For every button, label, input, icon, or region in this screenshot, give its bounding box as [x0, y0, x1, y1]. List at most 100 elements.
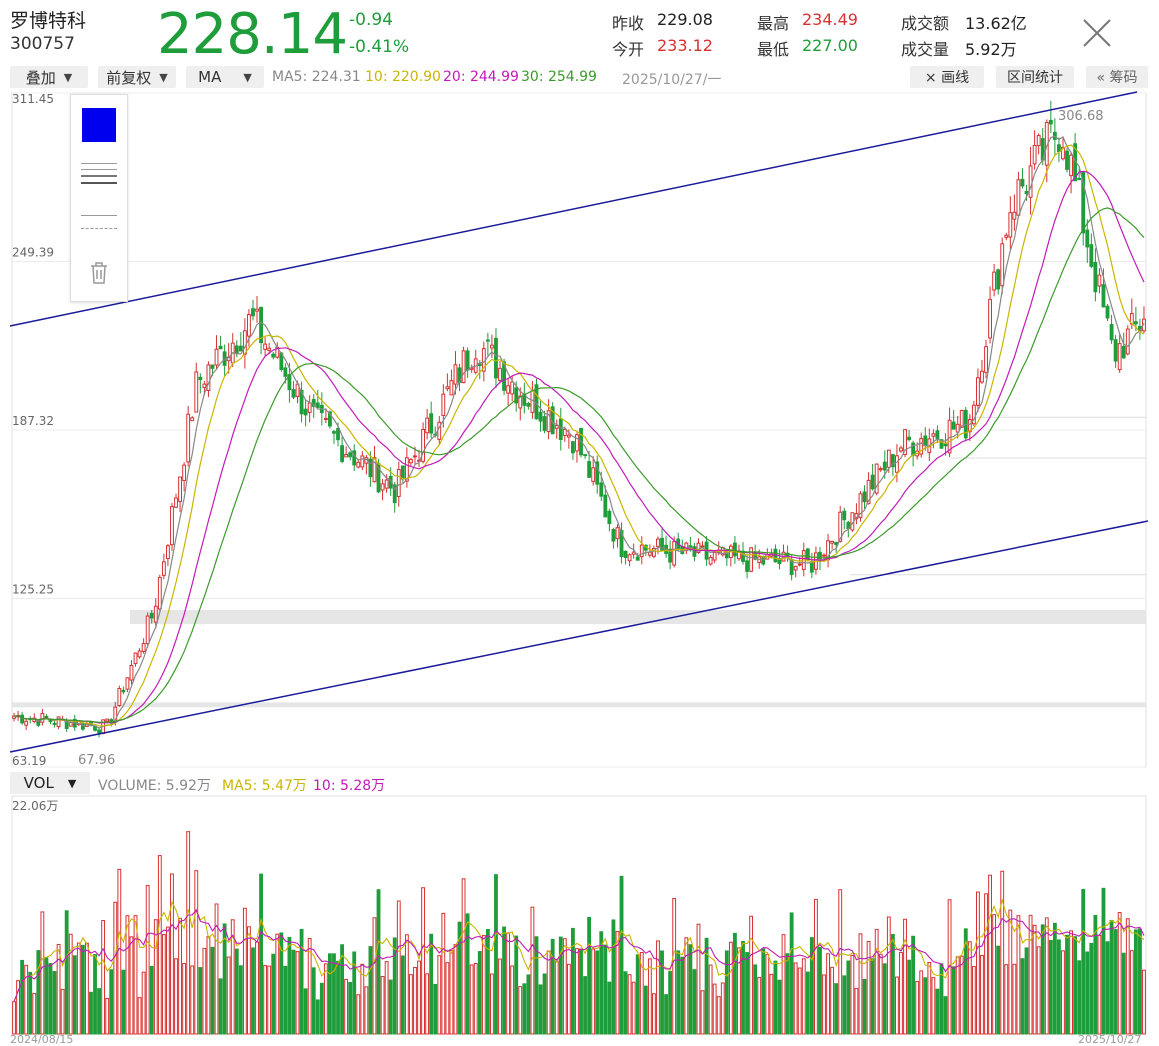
volume-bar [1142, 969, 1146, 1035]
ma5-legend: MA5: 224.31 [272, 69, 361, 85]
chips-button[interactable]: « 筹码 [1086, 66, 1148, 88]
volume-bar [895, 976, 899, 1035]
trendlines [9, 91, 1149, 753]
y-tick-label: 63.19 [12, 754, 46, 768]
y-tick-label: 311.45 [12, 92, 54, 106]
volume-bar [643, 985, 648, 1035]
volume-bar [724, 950, 729, 1035]
draw-line-button[interactable]: × 画线 [910, 66, 984, 88]
candle-body [429, 413, 434, 434]
candle-body [696, 542, 701, 553]
candle-body [133, 652, 138, 665]
volume-bar [72, 955, 77, 1035]
candle-body [1028, 165, 1033, 198]
volume-bar [647, 958, 652, 1035]
volume-bar [907, 959, 911, 1035]
volume-bar [234, 948, 239, 1035]
volume-bar [899, 951, 903, 1035]
candle-body [1061, 146, 1065, 160]
volume-bar [631, 981, 636, 1035]
volume-bar [364, 986, 369, 1035]
candle-body [899, 447, 903, 452]
indicator-dropdown[interactable]: MA ▼ [186, 66, 264, 88]
line-width-icon[interactable] [81, 163, 117, 184]
volume-indicator-dropdown[interactable]: VOL ▼ [10, 772, 90, 794]
candle-body [307, 402, 312, 413]
volume-bar [1105, 941, 1110, 1035]
volume-bar [89, 991, 93, 1035]
volume-bar [733, 932, 737, 1035]
volume-bar [145, 885, 150, 1035]
stock-name: 罗博特科 [10, 10, 87, 32]
adjust-dropdown[interactable]: 前复权 ▼ [98, 66, 176, 88]
volume-bar [514, 935, 519, 1035]
volume-bar [801, 958, 806, 1035]
candle-body [125, 677, 130, 690]
volume-bar [52, 971, 57, 1035]
caret-down-icon: ▼ [63, 70, 73, 84]
volume-bar [1024, 947, 1029, 1035]
volume-bar [696, 923, 701, 1035]
candle-body [40, 712, 45, 723]
candle-body [259, 306, 263, 343]
volume-bar [1065, 934, 1069, 1035]
volume-bar [1052, 922, 1057, 1035]
candle-body [340, 445, 344, 462]
candle-body [234, 345, 239, 355]
color-swatch[interactable] [82, 108, 116, 142]
interval-stats-button[interactable]: 区间统计 [996, 66, 1074, 88]
volume-bar [716, 996, 721, 1035]
volume-bar [307, 938, 312, 1035]
candle-body [797, 563, 802, 566]
volume-bar [870, 958, 875, 1035]
volume-bar [988, 874, 992, 1035]
volume-ma5-line [13, 898, 1145, 1002]
candle-body [80, 723, 85, 730]
support-band [12, 702, 1146, 708]
volume-bar [97, 988, 101, 1035]
candle-body [712, 552, 717, 561]
volume-ma5-legend: MA5: 5.47万 [222, 778, 307, 794]
volume-bar [437, 955, 442, 1035]
candle-body [1032, 144, 1037, 165]
line-style-icon[interactable] [81, 215, 117, 229]
trash-icon[interactable] [88, 261, 110, 289]
candle-body [919, 438, 924, 455]
volume-bar [323, 963, 328, 1035]
candle-body [1008, 212, 1013, 238]
candle-body [510, 381, 515, 395]
candle-body [494, 337, 498, 379]
volume-bar [915, 980, 920, 1035]
volume-bar [911, 935, 916, 1035]
candle-body [368, 458, 373, 478]
candle-body [992, 271, 997, 291]
volume-bar [477, 951, 482, 1035]
candle-body [421, 428, 425, 462]
candle-body [291, 389, 296, 398]
candle-body [129, 664, 134, 681]
volume-bar [789, 912, 794, 1035]
volume-bar [210, 946, 215, 1035]
volume-bar [153, 919, 158, 1035]
candle-body [380, 483, 385, 491]
grid [11, 92, 1147, 1035]
candle-body [336, 428, 340, 441]
high-label: 最高 [757, 14, 790, 33]
candle-body [733, 542, 737, 557]
volume-bar [931, 977, 936, 1035]
volume-bar [238, 965, 243, 1035]
volume-bar [1113, 929, 1118, 1035]
candle-body [656, 538, 660, 547]
ma10-line [13, 144, 1145, 727]
close-icon[interactable] [1080, 16, 1114, 50]
volume-bar [149, 965, 154, 1035]
overlay-dropdown[interactable]: 叠加 ▼ [10, 66, 88, 88]
candle-body [97, 729, 101, 734]
candle-body [214, 348, 219, 366]
volume-bar [749, 915, 754, 1035]
candle-body [830, 540, 835, 544]
volume-bar [80, 944, 85, 1035]
stock-code: 300757 [10, 34, 75, 54]
volume-bar [943, 996, 948, 1035]
